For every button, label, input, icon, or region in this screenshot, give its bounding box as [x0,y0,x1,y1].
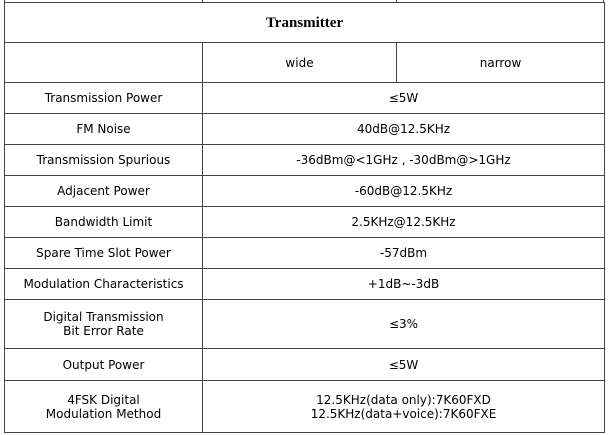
table-title: Transmitter [3,2,606,43]
spec-label: Modulation Characteristics [4,268,203,300]
spec-value: -57dBm [201,237,606,269]
spec-row: Spare Time Slot Power -57dBm [4,237,606,269]
spec-label: Spare Time Slot Power [4,237,203,269]
text-line: 2.5KHz@12.5KHz [351,215,456,229]
spec-label: Transmission Spurious [4,144,203,176]
text-line: Output Power [62,357,145,372]
spec-table: Transmitter wide narrow Transmission Pow… [3,2,606,433]
text-line: Transmission Spurious [36,153,171,167]
text-line: 12.5KHz(data only):7K60FXD [316,392,491,407]
spec-row: 4FSK Digital Modulation Method 12.5KHz(dat… [4,380,606,433]
spec-value: ≤3% [201,299,606,349]
header-blank [4,42,203,83]
spec-label: Bandwidth Limit [4,206,203,238]
text-line: -60dB@12.5KHz [354,184,453,198]
spec-row: Bandwidth Limit 2.5KHz@12.5KHz [4,206,606,238]
spec-value: +1dB~-3dB [201,268,606,300]
spec-value: ≤5W [201,348,606,381]
header-row: wide narrow [4,42,606,83]
spec-value: 2.5KHz@12.5KHz [201,206,606,238]
spec-row: Digital Transmission Bit Error Rate ≤3% [4,299,606,349]
spec-value: 40dB@12.5KHz [201,113,606,145]
spec-row: Transmission Spurious -36dBm@<1GHz , -30d… [4,144,606,176]
text-line: ≤3% [388,317,419,331]
text-line: Modulation Method [45,406,162,421]
text-line: Transmission Power [44,91,163,105]
text-line: FM Noise [76,122,131,136]
spec-row: Output Power ≤5W [4,348,606,381]
spec-row: Adjacent Power -60dB@12.5KHz [4,175,606,207]
spec-value: -36dBm@<1GHz , -30dBm@>1GHz [201,144,606,176]
text-line: ≤5W [388,91,419,105]
spec-label: Output Power [4,348,203,381]
text-line: ≤5W [388,357,419,372]
spec-label: 4FSK Digital Modulation Method [4,380,203,433]
header-cell: wide [202,42,397,83]
header-cell: narrow [395,42,606,83]
title-row: Transmitter [3,2,606,43]
border-stub [396,0,397,3]
text-line: -36dBm@<1GHz , -30dBm@>1GHz [296,153,511,167]
spec-label: FM Noise [4,113,203,145]
spec-value: 12.5KHz(data only):7K60FXD 12.5KHz(data+v… [201,380,606,433]
text-line: Digital Transmission [43,310,164,324]
spec-label: Transmission Power [4,82,203,114]
spec-value: -60dB@12.5KHz [201,175,606,207]
spec-row: FM Noise 40dB@12.5KHz [4,113,606,145]
text-line: +1dB~-3dB [367,277,440,291]
spec-label: Adjacent Power [4,175,203,207]
spec-row: Modulation Characteristics +1dB~-3dB [4,268,606,300]
spec-label: Digital Transmission Bit Error Rate [4,299,203,349]
text-line: Bit Error Rate [63,324,144,338]
text-line: 40dB@12.5KHz [356,122,451,136]
spec-row: Transmission Power ≤5W [4,82,606,114]
text-line: Bandwidth Limit [54,215,153,229]
border-stub [4,0,5,3]
text-line: Adjacent Power [57,184,150,198]
border-stub [202,0,203,3]
text-line: Modulation Characteristics [23,277,184,291]
text-line: 12.5KHz(data+voice):7K60FXE [310,406,497,421]
text-line: 4FSK Digital [67,392,140,407]
border-stub [603,0,604,3]
text-line: Spare Time Slot Power [36,246,171,260]
spec-value: ≤5W [201,82,606,114]
text-line: -57dBm [379,246,428,260]
